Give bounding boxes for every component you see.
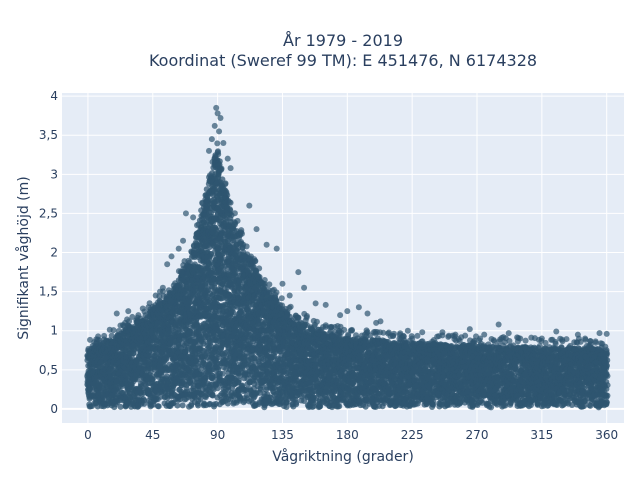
data-point (179, 402, 186, 409)
data-point (207, 253, 214, 260)
data-point (195, 402, 202, 409)
data-point (128, 354, 135, 361)
data-point (257, 385, 264, 392)
data-point (117, 403, 124, 410)
data-point (155, 403, 162, 410)
data-point (174, 402, 181, 409)
data-point (130, 350, 137, 357)
scatter-points (84, 104, 611, 411)
data-point (214, 385, 221, 392)
